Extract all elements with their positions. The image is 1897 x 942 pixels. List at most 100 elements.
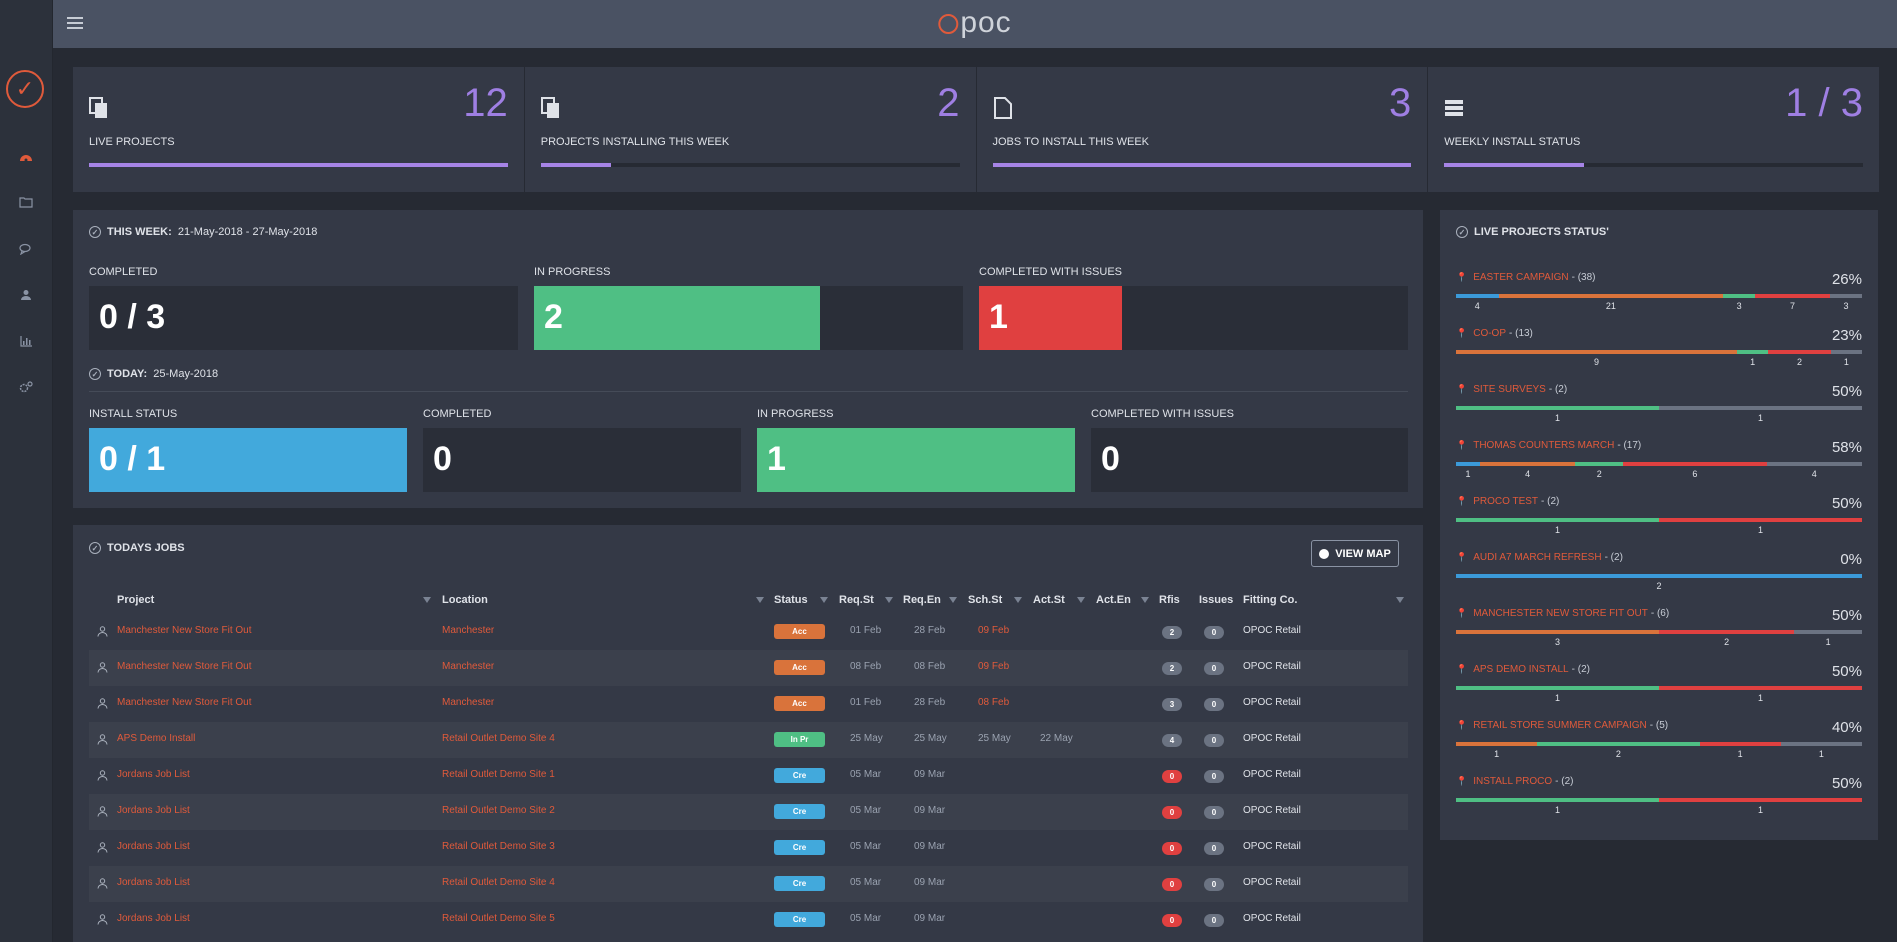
issues-count[interactable]: 0 — [1204, 842, 1224, 855]
location-link[interactable]: Retail Outlet Demo Site 1 — [442, 769, 555, 780]
project-link[interactable]: Manchester New Store Fit Out — [117, 625, 252, 636]
table-row[interactable]: Jordans Job List Retail Outlet Demo Site… — [89, 794, 1408, 830]
live-project-item[interactable]: 📍 AUDI A7 MARCH REFRESH - (2) 0% 2 — [1456, 551, 1862, 591]
live-project-name[interactable]: AUDI A7 MARCH REFRESH — [1473, 552, 1602, 563]
project-link[interactable]: Jordans Job List — [117, 877, 190, 888]
table-row[interactable]: Manchester New Store Fit Out Manchester … — [89, 614, 1408, 650]
filter-icon[interactable] — [1396, 597, 1404, 603]
location-link[interactable]: Manchester — [442, 697, 495, 708]
live-project-name[interactable]: PROCO TEST — [1473, 496, 1539, 507]
issues-count[interactable]: 0 — [1204, 806, 1224, 819]
issues-count[interactable]: 0 — [1204, 698, 1224, 711]
stat-projects-installing[interactable]: 2 PROJECTS INSTALLING THIS WEEK — [525, 67, 977, 192]
table-row[interactable]: APS Demo Install Retail Outlet Demo Site… — [89, 722, 1408, 758]
view-map-button[interactable]: VIEW MAP — [1311, 540, 1399, 567]
rfis-count[interactable]: 0 — [1162, 878, 1182, 891]
today-completed-box[interactable]: 0 — [423, 428, 741, 492]
issues-count[interactable]: 0 — [1204, 662, 1224, 675]
live-project-title[interactable]: 📍 PROCO TEST - (2) — [1456, 496, 1862, 507]
folder-icon[interactable] — [17, 193, 35, 211]
chat-icon[interactable] — [17, 240, 35, 258]
week-completed-box[interactable]: 0 / 3 — [89, 286, 518, 350]
rfis-count[interactable]: 2 — [1162, 626, 1182, 639]
col-act-en[interactable]: Act.En — [1096, 594, 1131, 606]
live-project-title[interactable]: 📍 CO-OP - (13) — [1456, 328, 1862, 339]
live-project-name[interactable]: CO-OP — [1473, 328, 1506, 339]
location-link[interactable]: Retail Outlet Demo Site 4 — [442, 877, 555, 888]
location-link[interactable]: Manchester — [442, 661, 495, 672]
live-project-title[interactable]: 📍 INSTALL PROCO - (2) — [1456, 776, 1862, 787]
col-rfis[interactable]: Rfis — [1159, 594, 1180, 606]
project-link[interactable]: Jordans Job List — [117, 769, 190, 780]
issues-count[interactable]: 0 — [1204, 770, 1224, 783]
week-issues-box[interactable]: 1 — [979, 286, 1408, 350]
live-project-item[interactable]: 📍 RETAIL STORE SUMMER CAMPAIGN - (5) 40%… — [1456, 719, 1862, 759]
project-link[interactable]: Jordans Job List — [117, 805, 190, 816]
rfis-count[interactable]: 3 — [1162, 698, 1182, 711]
col-location[interactable]: Location — [442, 594, 488, 606]
col-act-st[interactable]: Act.St — [1033, 594, 1065, 606]
col-status[interactable]: Status — [774, 594, 808, 606]
col-req-st[interactable]: Req.St — [839, 594, 874, 606]
issues-count[interactable]: 0 — [1204, 914, 1224, 927]
user-icon[interactable] — [17, 286, 35, 304]
settings-icon[interactable] — [17, 378, 35, 396]
menu-icon[interactable] — [65, 14, 85, 32]
issues-count[interactable]: 0 — [1204, 878, 1224, 891]
location-link[interactable]: Retail Outlet Demo Site 2 — [442, 805, 555, 816]
rfis-count[interactable]: 0 — [1162, 842, 1182, 855]
rfis-count[interactable]: 0 — [1162, 770, 1182, 783]
live-project-item[interactable]: 📍 MANCHESTER NEW STORE FIT OUT - (6) 50%… — [1456, 607, 1862, 647]
filter-icon[interactable] — [1014, 597, 1022, 603]
col-fitting-co[interactable]: Fitting Co. — [1243, 594, 1298, 606]
live-project-name[interactable]: SITE SURVEYS — [1473, 384, 1546, 395]
project-link[interactable]: Manchester New Store Fit Out — [117, 697, 252, 708]
table-row[interactable]: Manchester New Store Fit Out Manchester … — [89, 650, 1408, 686]
today-in-progress-box[interactable]: 1 — [757, 428, 1075, 492]
live-project-name[interactable]: INSTALL PROCO — [1473, 776, 1553, 787]
live-project-name[interactable]: EASTER CAMPAIGN — [1473, 272, 1569, 283]
col-req-en[interactable]: Req.En — [903, 594, 941, 606]
project-link[interactable]: Jordans Job List — [117, 913, 190, 924]
location-link[interactable]: Manchester — [442, 625, 495, 636]
live-project-title[interactable]: 📍 SITE SURVEYS - (2) — [1456, 384, 1862, 395]
filter-icon[interactable] — [756, 597, 764, 603]
col-sch-st[interactable]: Sch.St — [968, 594, 1003, 606]
rfis-count[interactable]: 4 — [1162, 734, 1182, 747]
live-project-name[interactable]: THOMAS COUNTERS MARCH — [1473, 440, 1615, 451]
today-install-status-box[interactable]: 0 / 1 — [89, 428, 407, 492]
stat-live-projects[interactable]: 12 LIVE PROJECTS — [73, 67, 525, 192]
filter-icon[interactable] — [1141, 597, 1149, 603]
issues-count[interactable]: 0 — [1204, 626, 1224, 639]
live-project-item[interactable]: 📍 CO-OP - (13) 23% 9 1 2 1 — [1456, 327, 1862, 367]
filter-icon[interactable] — [1077, 597, 1085, 603]
location-link[interactable]: Retail Outlet Demo Site 4 — [442, 733, 555, 744]
live-project-title[interactable]: 📍 AUDI A7 MARCH REFRESH - (2) — [1456, 552, 1862, 563]
rfis-count[interactable]: 2 — [1162, 662, 1182, 675]
project-link[interactable]: Jordans Job List — [117, 841, 190, 852]
dashboard-icon[interactable] — [17, 147, 35, 165]
stat-weekly-install-status[interactable]: 1 / 3 WEEKLY INSTALL STATUS — [1428, 67, 1879, 192]
stat-jobs-to-install[interactable]: 3 JOBS TO INSTALL THIS WEEK — [977, 67, 1429, 192]
table-row[interactable]: Jordans Job List Retail Outlet Demo Site… — [89, 866, 1408, 902]
week-in-progress-box[interactable]: 2 — [534, 286, 963, 350]
live-project-title[interactable]: 📍 THOMAS COUNTERS MARCH - (17) — [1456, 440, 1862, 451]
chart-icon[interactable] — [17, 332, 35, 350]
col-issues[interactable]: Issues — [1199, 594, 1234, 606]
col-project[interactable]: Project — [117, 594, 155, 606]
location-link[interactable]: Retail Outlet Demo Site 5 — [442, 913, 555, 924]
live-project-title[interactable]: 📍 MANCHESTER NEW STORE FIT OUT - (6) — [1456, 608, 1862, 619]
filter-icon[interactable] — [820, 597, 828, 603]
live-project-name[interactable]: MANCHESTER NEW STORE FIT OUT — [1473, 608, 1648, 619]
project-link[interactable]: Manchester New Store Fit Out — [117, 661, 252, 672]
location-link[interactable]: Retail Outlet Demo Site 3 — [442, 841, 555, 852]
rfis-count[interactable]: 0 — [1162, 806, 1182, 819]
live-project-name[interactable]: RETAIL STORE SUMMER CAMPAIGN — [1473, 720, 1647, 731]
live-project-title[interactable]: 📍 APS DEMO INSTALL - (2) — [1456, 664, 1862, 675]
project-link[interactable]: APS Demo Install — [117, 733, 196, 744]
filter-icon[interactable] — [949, 597, 957, 603]
live-project-title[interactable]: 📍 EASTER CAMPAIGN - (38) — [1456, 272, 1862, 283]
live-project-name[interactable]: APS DEMO INSTALL — [1473, 664, 1569, 675]
